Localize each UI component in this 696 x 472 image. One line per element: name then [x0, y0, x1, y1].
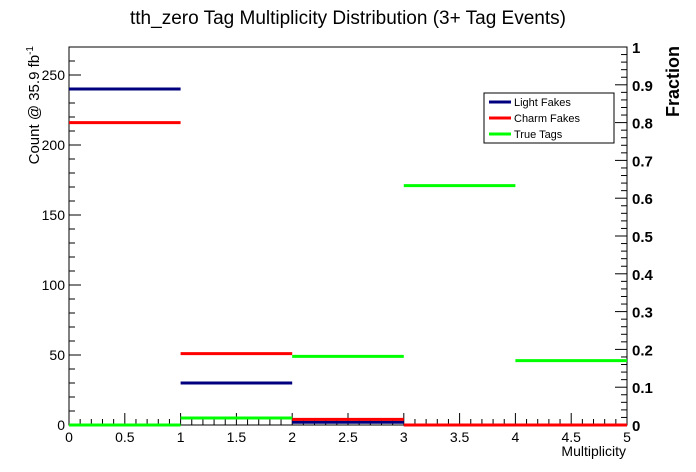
y-axis-left-label-superscript: -1	[25, 46, 36, 55]
y-right-tick-label: 0.9	[632, 78, 653, 95]
x-tick-label: 0	[65, 429, 73, 445]
y-left-tick-label: 50	[49, 347, 65, 363]
y-right-tick-label: 0.1	[632, 380, 653, 397]
x-tick-label: 3	[400, 429, 408, 445]
y-right-tick-label: 0	[632, 418, 640, 435]
x-tick-label: 3.5	[450, 429, 470, 445]
y-right-tick-label: 0.2	[632, 342, 653, 359]
legend: Light Fakes Charm Fakes True Tags	[483, 92, 615, 144]
legend-label-true-tags: True Tags	[514, 129, 563, 141]
x-tick-label: 1.5	[227, 429, 247, 445]
y-right-tick-label: 1	[632, 40, 640, 57]
series-true-tags	[69, 184, 627, 427]
y-left-tick-label: 150	[42, 207, 66, 223]
x-axis: 0 0.5 1 1.5 2 2.5 3 3.5 4 4.5 5	[65, 413, 631, 445]
x-axis-label: Multiplicity	[561, 443, 626, 459]
y-left-tick-label: 250	[42, 67, 66, 83]
legend-label-light-fakes: Light Fakes	[514, 97, 571, 109]
x-tick-label: 2	[288, 429, 296, 445]
y-left-tick-label: 100	[42, 277, 66, 293]
x-tick-label: 4.5	[561, 429, 581, 445]
y-left-tick-label: 200	[42, 137, 66, 153]
y-right-tick-label: 0.3	[632, 305, 653, 322]
y-axis-right: 0 0.1 0.2 0.3 0.4 0.5 0.6 0.7 0.8 0.9 1	[615, 40, 654, 435]
x-tick-label: 1	[177, 429, 185, 445]
y-left-tick-label: 0	[57, 417, 65, 433]
x-tick-label: 2.5	[338, 429, 358, 445]
y-right-tick-label: 0.7	[632, 153, 653, 170]
y-right-tick-label: 0.6	[632, 191, 653, 208]
y-axis-left-label: Count @ 35.9 fb-1	[25, 46, 43, 165]
series-group	[69, 87, 627, 427]
y-axis-left: 0 50 100 150 200 250	[42, 46, 81, 433]
y-axis-right-label: Fraction	[663, 46, 683, 117]
x-tick-label: 4	[512, 429, 520, 445]
legend-label-charm-fakes: Charm Fakes	[514, 113, 581, 125]
y-right-tick-label: 0.8	[632, 116, 653, 133]
y-right-tick-label: 0.4	[632, 267, 654, 284]
chart-title: tth_zero Tag Multiplicity Distribution (…	[130, 8, 566, 29]
x-tick-label: 0.5	[115, 429, 135, 445]
y-right-tick-label: 0.5	[632, 229, 653, 246]
y-axis-left-label-main: Count @ 35.9 fb	[26, 55, 43, 164]
series-charm-fakes	[69, 121, 627, 427]
x-tick-label: 5	[623, 429, 631, 445]
